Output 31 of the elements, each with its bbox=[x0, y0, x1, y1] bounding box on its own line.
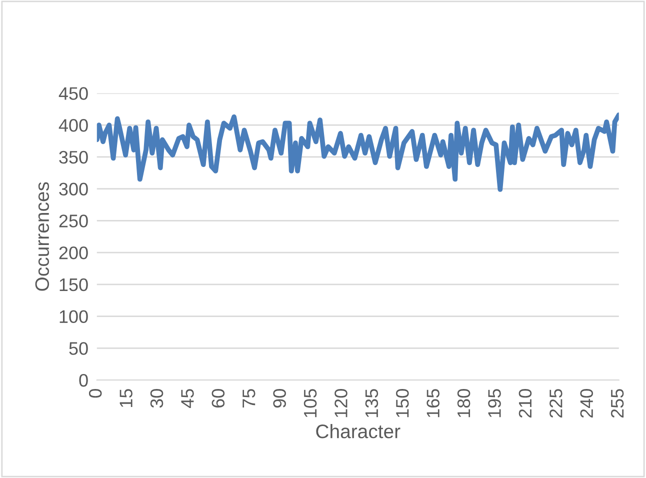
x-tick-label: 75 bbox=[242, 389, 256, 408]
x-tick-label: 180 bbox=[457, 389, 470, 418]
x-tick-label: 150 bbox=[396, 389, 409, 418]
x-tick-label: 255 bbox=[610, 389, 624, 418]
y-tick-label: 400 bbox=[58, 119, 88, 132]
line-series bbox=[96, 112, 619, 192]
x-tick-label: 240 bbox=[580, 389, 594, 418]
x-axis-title: Character bbox=[316, 424, 400, 438]
x-tick-label: 90 bbox=[273, 389, 286, 408]
x-tick-label: 120 bbox=[334, 389, 348, 418]
y-tick-label: 450 bbox=[58, 87, 88, 100]
x-tick-label: 60 bbox=[212, 389, 225, 408]
y-tick-label: 0 bbox=[79, 374, 88, 387]
x-tick-label: 165 bbox=[426, 389, 440, 418]
x-tick-label: 225 bbox=[550, 389, 562, 418]
x-tick-label: 195 bbox=[488, 389, 501, 418]
y-tick-label: 50 bbox=[69, 342, 88, 355]
x-tick-label: 15 bbox=[120, 389, 132, 408]
y-tick-label: 200 bbox=[59, 246, 88, 260]
y-tick-label: 350 bbox=[59, 150, 88, 164]
y-tick-label: 250 bbox=[59, 214, 88, 228]
x-tick-label: 45 bbox=[181, 389, 194, 408]
y-axis-title: Occurrences bbox=[35, 182, 50, 291]
y-tick-label: 300 bbox=[59, 182, 88, 196]
x-tick-label: 105 bbox=[304, 389, 317, 418]
x-tick-label: 30 bbox=[150, 389, 164, 408]
x-tick-label: 0 bbox=[88, 389, 102, 398]
x-tick-label: 210 bbox=[518, 389, 532, 418]
x-tick-label: 135 bbox=[365, 389, 378, 418]
y-tick-label: 100 bbox=[60, 310, 88, 323]
y-tick-label: 150 bbox=[60, 278, 88, 292]
